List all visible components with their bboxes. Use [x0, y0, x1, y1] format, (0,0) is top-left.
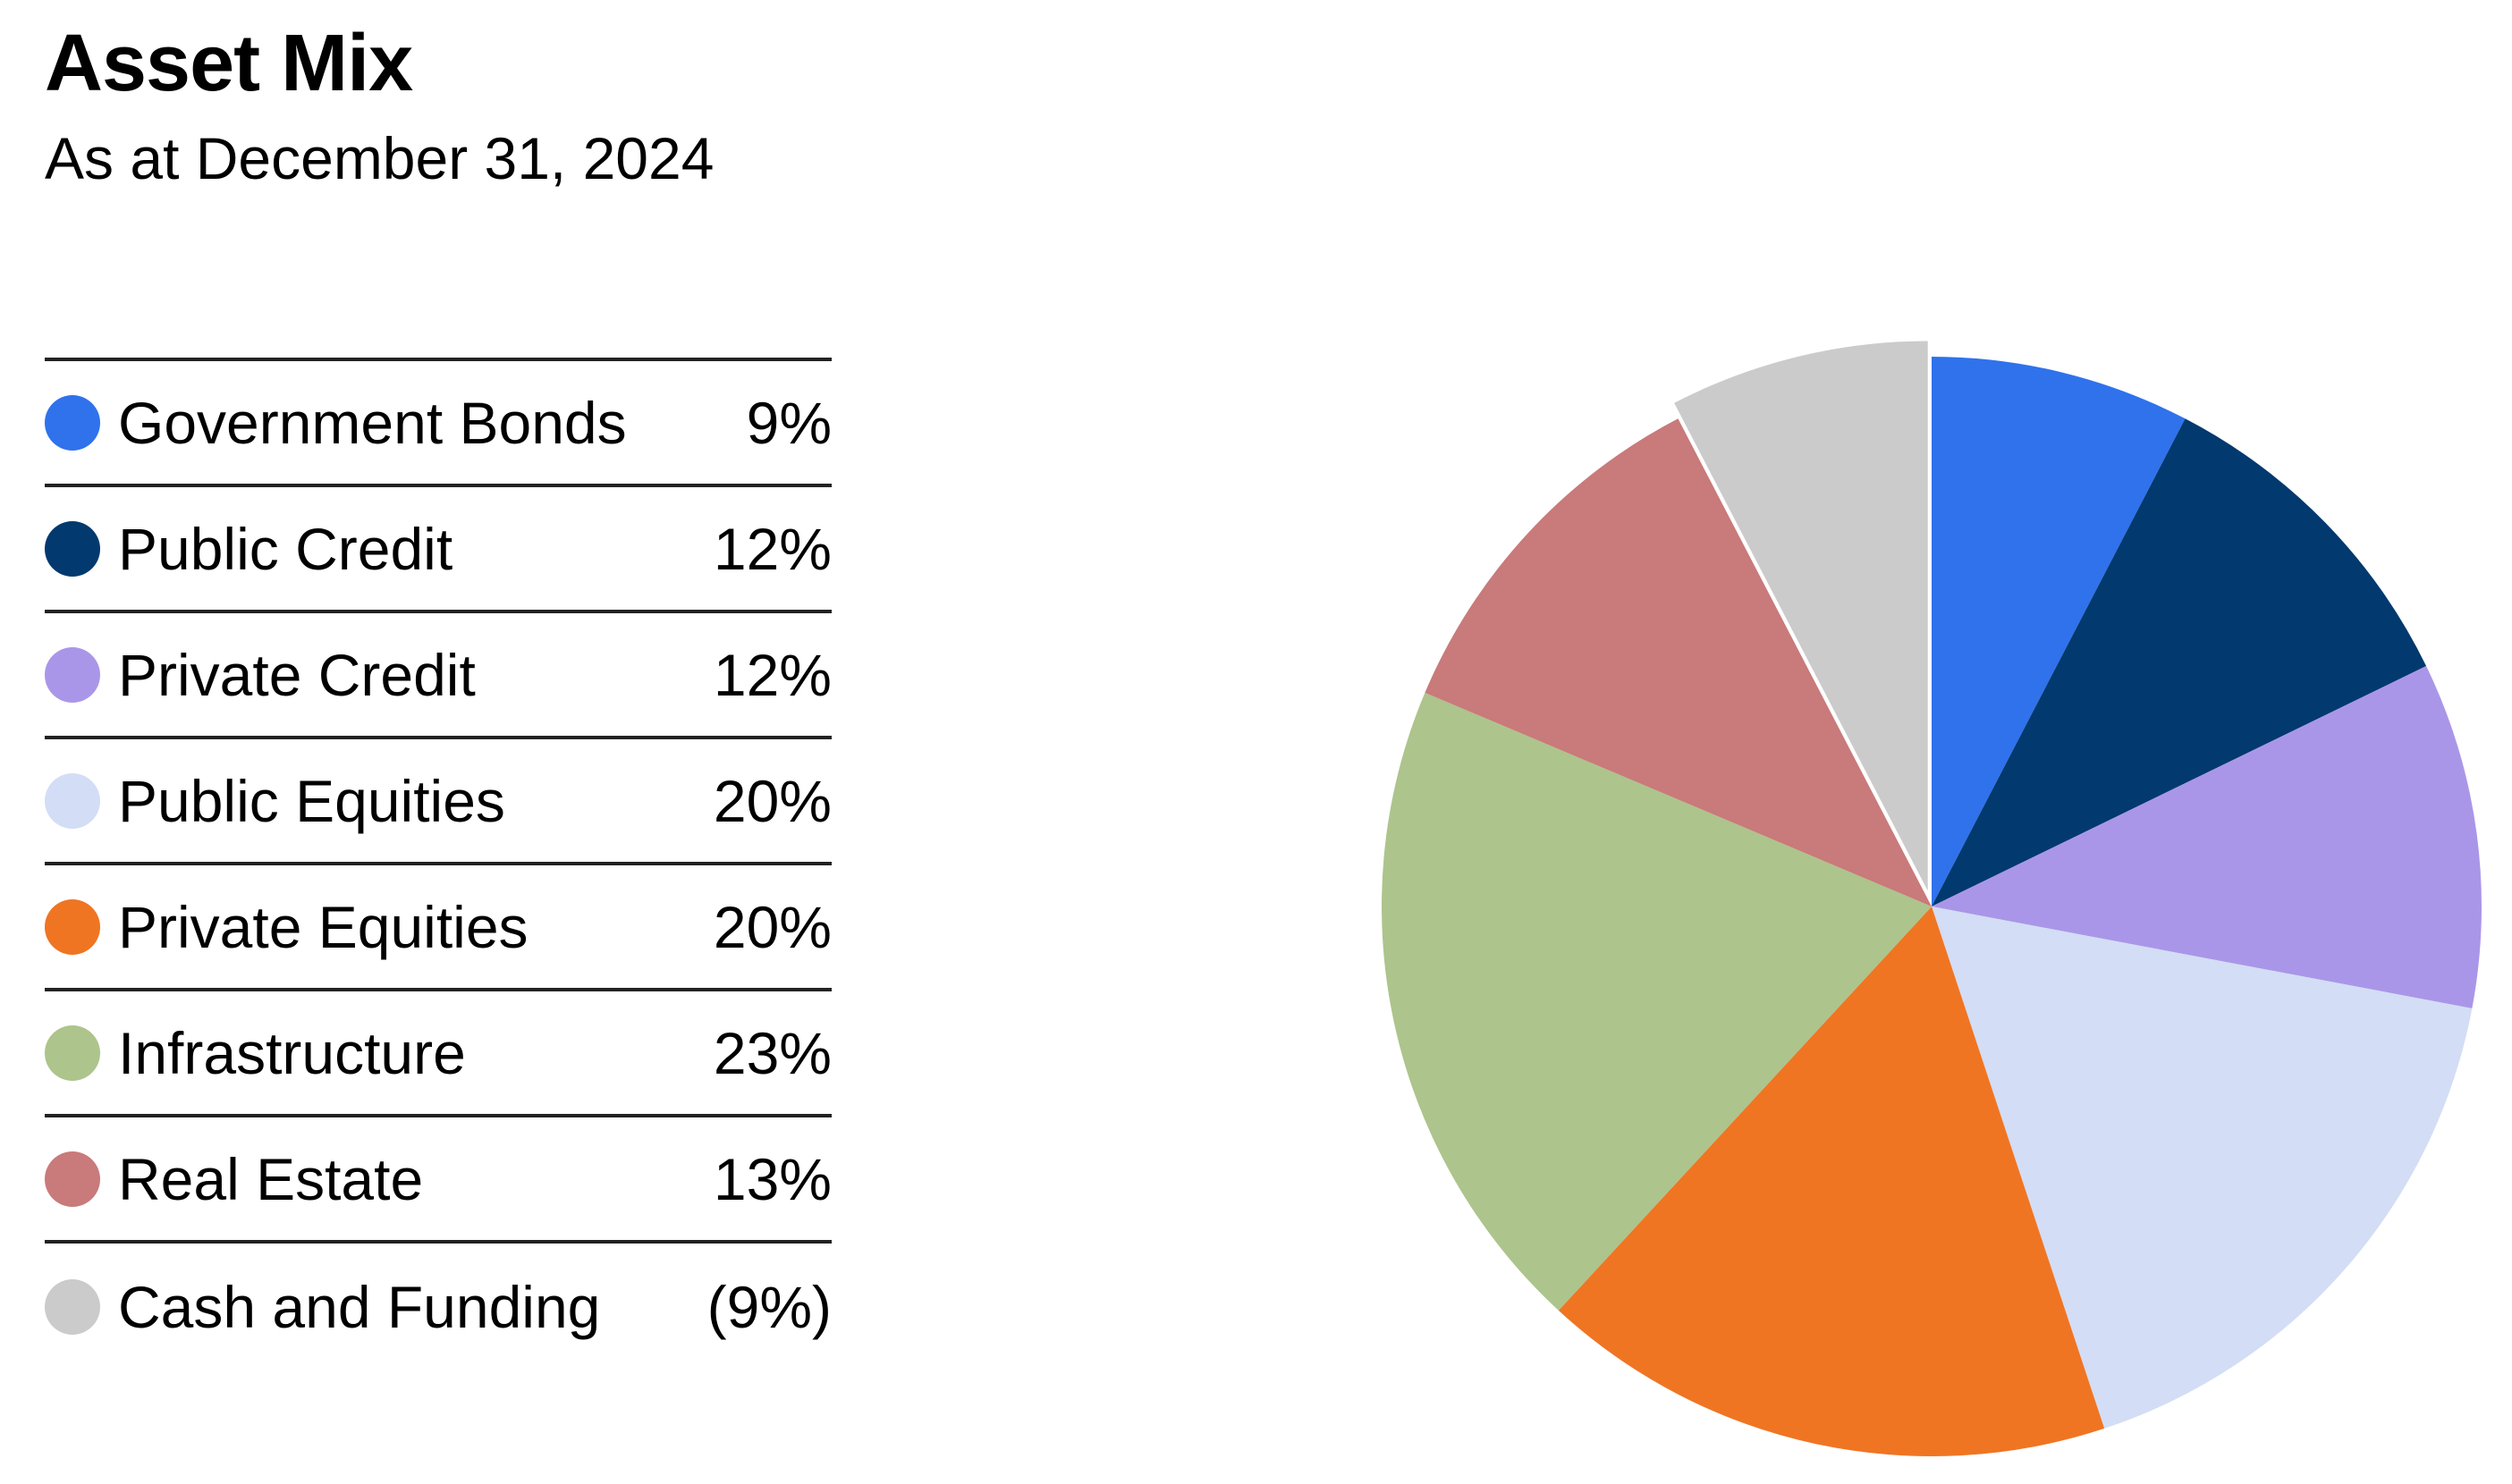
chart-subtitle: As at December 31, 2024	[45, 125, 715, 191]
legend-item-government-bonds: Government Bonds 9%	[45, 361, 832, 487]
pie-slice-private-credit	[1932, 666, 2482, 1008]
pie-slice-public-credit	[1932, 418, 2427, 907]
legend-swatch	[45, 1024, 100, 1081]
legend-value: 20%	[713, 767, 832, 834]
legend-swatch	[45, 1151, 100, 1207]
pie-slice-cash-and-funding	[1674, 341, 1928, 891]
legend-swatch	[45, 772, 100, 829]
legend-swatch	[45, 646, 100, 703]
legend-item-private-credit: Private Credit 12%	[45, 613, 832, 739]
legend-item-cash-and-funding: Cash and Funding (9%)	[45, 1244, 832, 1370]
legend-swatch	[45, 520, 100, 577]
legend-value: 13%	[713, 1145, 832, 1212]
legend-value: 12%	[713, 641, 832, 708]
legend-label: Government Bonds	[118, 389, 627, 456]
legend-item-private-equities: Private Equities 20%	[45, 865, 832, 991]
legend-label: Private Credit	[118, 641, 476, 708]
legend-label: Real Estate	[118, 1145, 424, 1212]
legend-value: 12%	[713, 515, 832, 582]
legend-label: Private Equities	[118, 893, 529, 960]
legend-value: 23%	[713, 1019, 832, 1086]
pie-slice-real-estate	[1425, 418, 1932, 907]
pie-slice-infrastructure	[1382, 692, 1932, 1311]
legend-item-public-equities: Public Equities 20%	[45, 739, 832, 865]
legend-label: Cash and Funding	[118, 1273, 601, 1340]
legend: Government Bonds 9% Public Credit 12% Pr…	[45, 358, 832, 1370]
pie-slice-public-equities	[1932, 906, 2473, 1429]
legend-value: 9%	[746, 389, 832, 456]
legend-label: Public Equities	[118, 767, 505, 834]
legend-item-public-credit: Public Credit 12%	[45, 487, 832, 613]
chart-title: Asset Mix	[45, 19, 413, 108]
legend-swatch	[45, 898, 100, 955]
legend-swatch	[45, 394, 100, 451]
legend-item-real-estate: Real Estate 13%	[45, 1117, 832, 1244]
pie-chart	[1382, 341, 2482, 1456]
pie-slice-private-equities	[1558, 906, 2105, 1456]
legend-label: Public Credit	[118, 515, 453, 582]
legend-value: 20%	[713, 893, 832, 960]
legend-label: Infrastructure	[118, 1019, 466, 1086]
pie-slice-government-bonds	[1932, 357, 2186, 906]
legend-swatch	[45, 1278, 100, 1335]
legend-value: (9%)	[706, 1273, 832, 1340]
legend-item-infrastructure: Infrastructure 23%	[45, 991, 832, 1117]
legend-divider	[45, 358, 832, 361]
